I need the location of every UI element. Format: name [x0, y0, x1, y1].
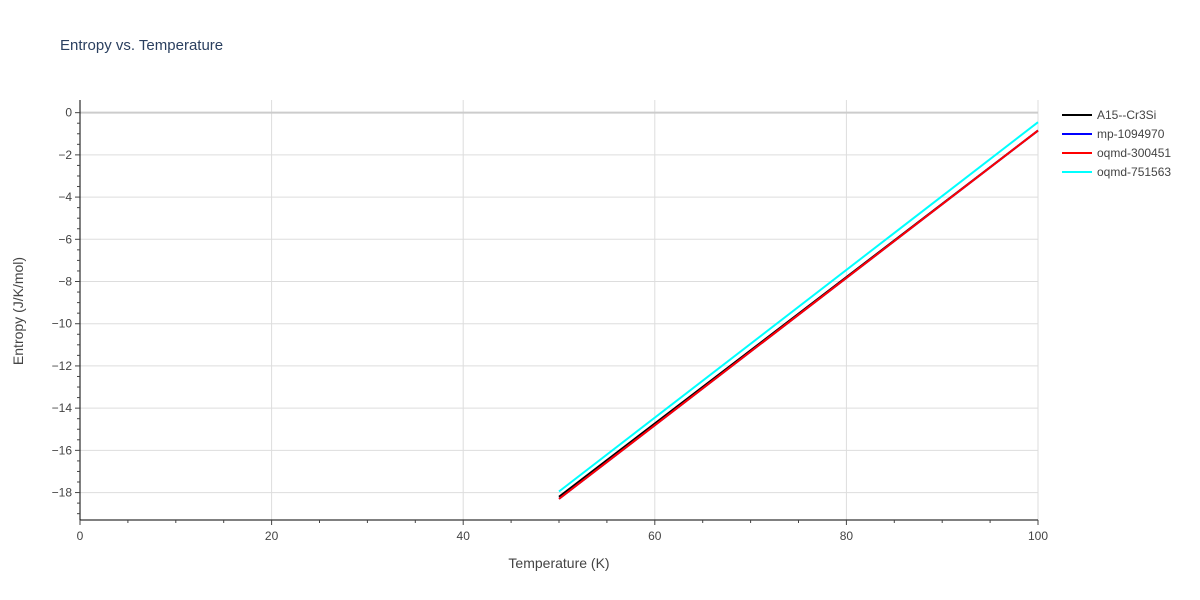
x-tick-label: 20	[265, 529, 279, 543]
series-line-oqmd-300451	[558, 129, 1039, 500]
legend-item[interactable]: A15--Cr3Si	[1062, 108, 1156, 122]
series-line-oqmd-751563	[558, 121, 1039, 493]
y-tick-label: −8	[58, 275, 72, 289]
y-tick-label: −4	[58, 190, 72, 204]
y-tick-label: −12	[52, 359, 73, 373]
y-tick-label: −18	[52, 486, 73, 500]
y-tick-label: 0	[65, 106, 72, 120]
x-tick-label: 40	[457, 529, 471, 543]
y-tick-label: −2	[58, 148, 72, 162]
x-tick-label: 100	[1028, 529, 1048, 543]
y-axis-title: Entropy (J/K/mol)	[10, 257, 26, 365]
legend-label: oqmd-751563	[1097, 165, 1171, 179]
y-tick-label: −16	[52, 443, 73, 457]
y-tick-label: −6	[58, 232, 72, 246]
legend-item[interactable]: oqmd-751563	[1062, 165, 1171, 179]
legend-label: oqmd-300451	[1097, 146, 1171, 160]
legend-label: A15--Cr3Si	[1097, 108, 1156, 122]
legend[interactable]: A15--Cr3Si mp-1094970 oqmd-300451 oqmd-7515…	[1062, 108, 1171, 179]
x-tick-label: 0	[77, 529, 84, 543]
tick-labels: 0 20 40 60 80 100 0 −2 −4 −6 −8 −10 −12 −14 −16 −18	[52, 106, 1049, 543]
y-tick-label: −14	[52, 401, 73, 415]
y-tick-label: −10	[52, 317, 73, 331]
plot-area	[558, 121, 1039, 500]
legend-item[interactable]: oqmd-300451	[1062, 146, 1171, 160]
grid-lines	[80, 100, 1039, 520]
x-axis-title: Temperature (K)	[508, 555, 609, 571]
legend-item[interactable]: mp-1094970	[1062, 127, 1165, 141]
chart-title: Entropy vs. Temperature	[60, 37, 223, 54]
legend-label: mp-1094970	[1097, 127, 1165, 141]
x-tick-label: 60	[648, 529, 662, 543]
x-tick-label: 80	[840, 529, 854, 543]
axes	[75, 100, 1039, 525]
